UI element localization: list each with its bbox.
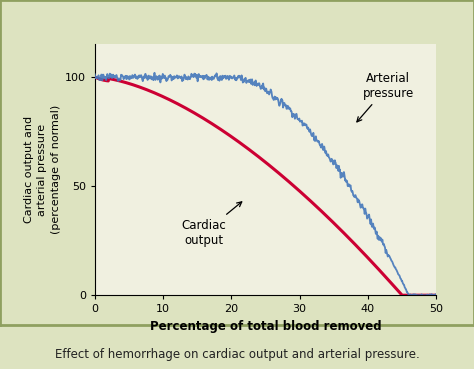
Text: Arterial
pressure: Arterial pressure [357, 72, 414, 122]
X-axis label: Percentage of total blood removed: Percentage of total blood removed [150, 320, 381, 333]
Text: Effect of hemorrhage on cardiac output and arterial pressure.: Effect of hemorrhage on cardiac output a… [55, 348, 419, 361]
Text: Cardiac
output: Cardiac output [182, 202, 242, 247]
Y-axis label: Cardiac output and
arterial pressure
(percentage of normal): Cardiac output and arterial pressure (pe… [24, 105, 61, 234]
